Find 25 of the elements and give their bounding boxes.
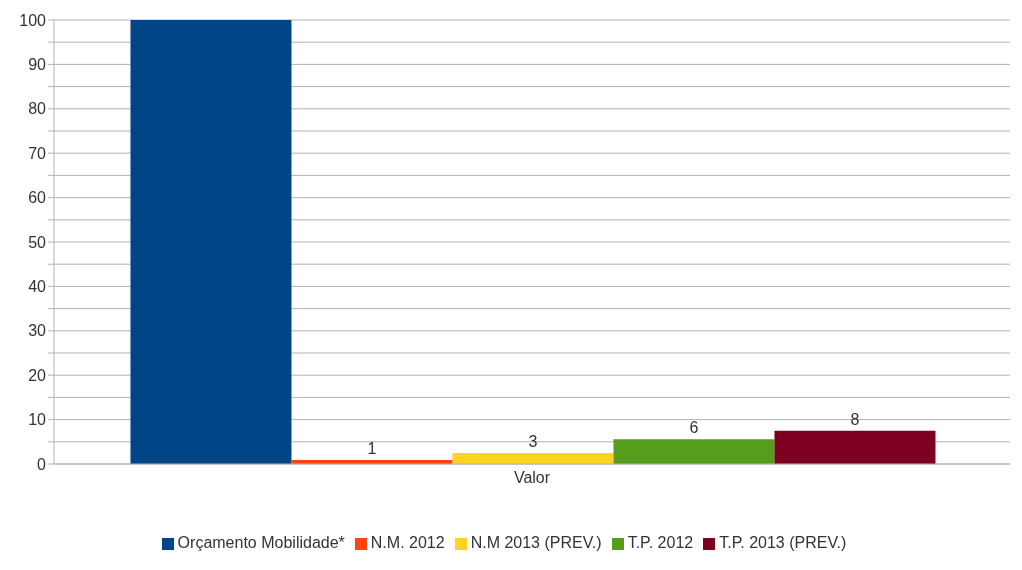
x-tick-label: Valor xyxy=(513,469,551,487)
legend-label: T.P. 2013 (PREV.) xyxy=(719,534,847,551)
legend-label: Orçamento Mobilidade* xyxy=(177,534,345,551)
data-label: 3 xyxy=(528,432,538,450)
y-tick-label: 80 xyxy=(28,100,47,118)
y-tick-label: 40 xyxy=(28,278,47,296)
y-tick-label: 100 xyxy=(19,11,47,29)
bar xyxy=(452,452,614,464)
y-tick-label: 20 xyxy=(28,366,47,384)
legend-label: N.M 2013 (PREV.) xyxy=(470,534,602,551)
data-label: 8 xyxy=(850,410,860,428)
y-tick-label: 10 xyxy=(28,411,47,429)
legend-label: N.M. 2012 xyxy=(370,534,445,551)
bar xyxy=(774,430,936,464)
y-tick-label: 60 xyxy=(28,189,47,207)
y-tick-label: 50 xyxy=(28,233,47,251)
bar xyxy=(130,20,292,464)
y-tick-label: 30 xyxy=(28,322,47,340)
y-tick-label: 90 xyxy=(28,56,47,74)
data-label: 1 xyxy=(367,440,377,457)
legend-label: T.P. 2012 xyxy=(627,534,694,551)
y-tick-label: 0 xyxy=(37,455,47,473)
bar xyxy=(613,439,775,464)
data-label: 6 xyxy=(689,419,699,437)
y-tick-label: 70 xyxy=(28,144,47,162)
